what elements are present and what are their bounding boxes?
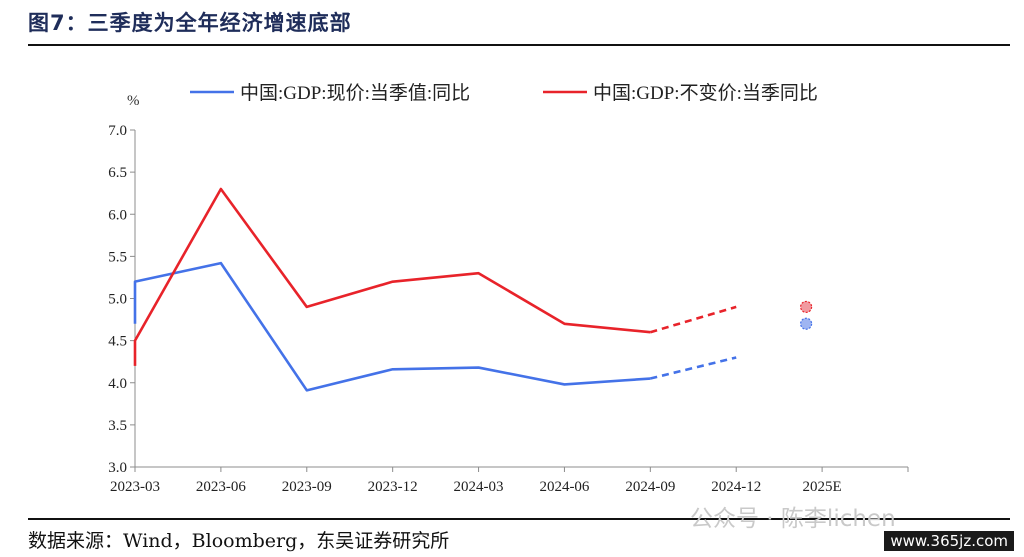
y-tick-label: 6.0 [108,207,127,223]
x-tick-label: 2024-06 [539,479,589,495]
top-rule [28,44,1010,46]
y-tick-label: 7.0 [108,123,127,139]
y-tick-label: 6.5 [108,165,127,181]
y-tick-label: 3.0 [108,460,127,476]
series-forecast-1 [650,356,737,380]
legend-label-2: 中国:GDP:不变价:当季同比 [593,82,818,104]
series-line-1 [133,261,651,392]
y-tick-label: 4.5 [108,334,127,350]
x-tick-label: 2023-09 [282,479,332,495]
site-badge: www.365jz.com [884,531,1014,551]
legend: 中国:GDP:现价:当季值:同比 中国:GDP:不变价:当季同比 [190,82,818,104]
y-tick-label: 4.0 [108,376,127,392]
watermark: 公众号 · 陈李lichen [690,506,896,532]
x-tick-label: 2023-06 [196,479,246,495]
y-axis-unit: % [127,93,140,109]
y-tick-label: 5.5 [108,249,127,265]
estimate-point-1 [800,317,813,330]
source-note: 数据来源：Wind，Bloomberg，东吴证券研究所 [28,530,450,552]
x-tick-label: 2023-12 [368,479,418,495]
x-tick-label: 2024-12 [711,479,761,495]
bottom-rule [28,518,1010,520]
x-tick-label: 2023-03 [110,479,160,495]
y-tick-label: 3.5 [108,418,127,434]
estimate-point-2 [800,300,813,314]
series-line-2 [133,187,651,366]
figure-title: 图7：三季度为全年经济增速底部 [28,11,352,35]
x-tick-label: 2025E [803,479,842,495]
axes: % 3.0 3.5 4.0 4.5 5.0 5.5 6.0 6.5 7.0 2023-03 2023-… [108,93,909,495]
series-forecast-2 [649,305,737,334]
x-tick-label: 2024-09 [625,479,675,495]
y-tick-label: 5.0 [108,292,127,308]
legend-label-1: 中国:GDP:现价:当季值:同比 [240,82,470,104]
series-layer [133,187,813,392]
x-tick-label: 2024-03 [454,479,504,495]
